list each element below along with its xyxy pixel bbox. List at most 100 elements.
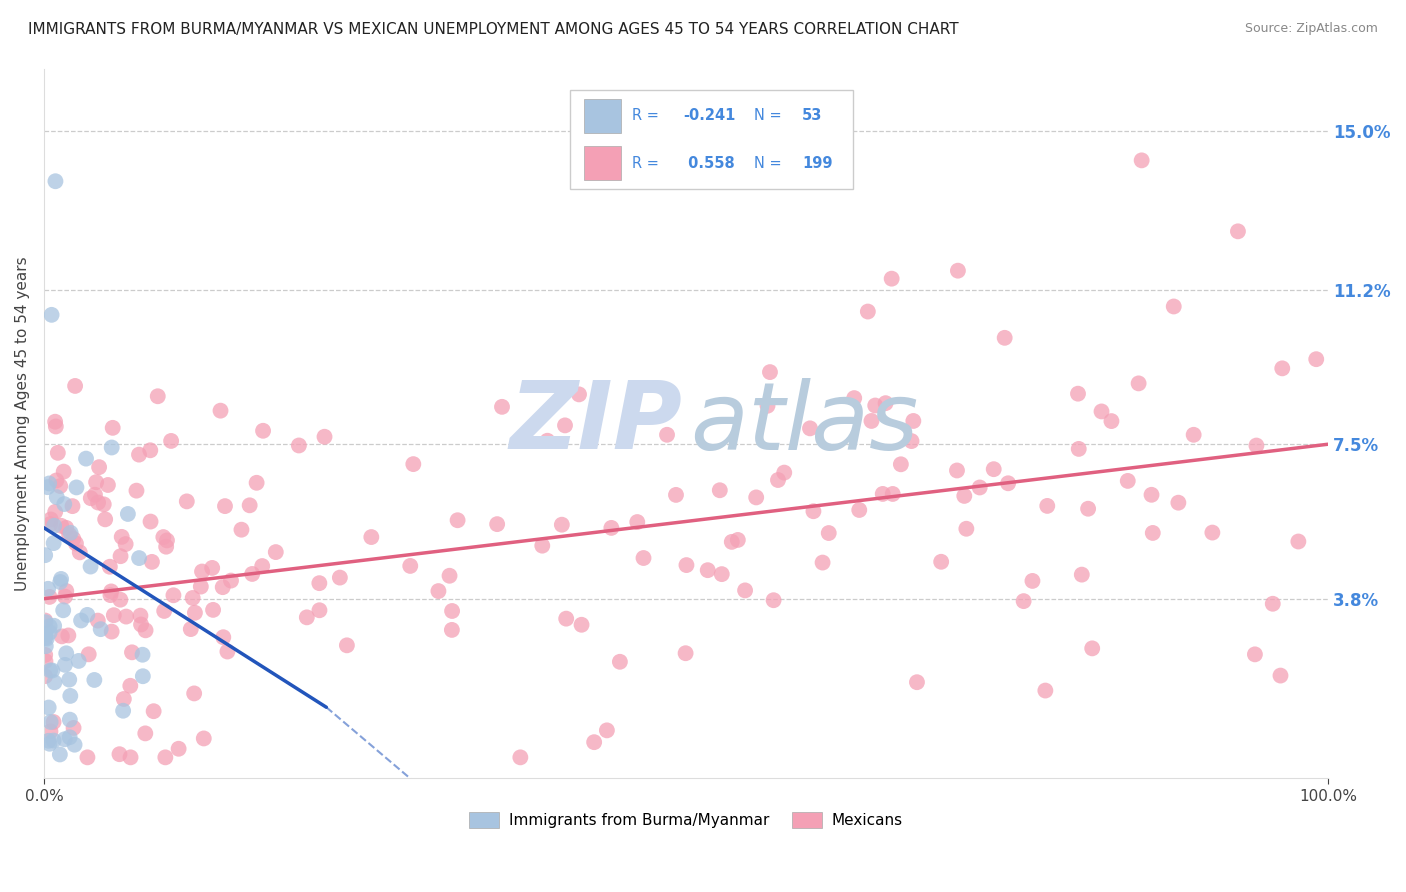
Point <box>946 463 969 477</box>
Point <box>288 438 311 452</box>
Point <box>70 614 93 628</box>
Point <box>46 446 69 460</box>
Point <box>1021 574 1043 588</box>
Point <box>42 714 65 729</box>
Point <box>1077 501 1099 516</box>
Point <box>44 174 66 188</box>
Point <box>103 608 125 623</box>
Point <box>336 638 359 652</box>
Point <box>1099 414 1122 428</box>
Point <box>38 476 60 491</box>
Point <box>39 724 62 739</box>
Point <box>34 648 56 662</box>
Point <box>231 523 253 537</box>
Point <box>162 588 184 602</box>
Point <box>129 608 152 623</box>
Point <box>844 391 866 405</box>
Point <box>180 622 202 636</box>
Point <box>34 654 56 668</box>
Point <box>583 735 606 749</box>
Point <box>53 497 76 511</box>
Point <box>882 487 904 501</box>
Point <box>53 590 76 604</box>
Point <box>217 644 239 658</box>
Point <box>863 399 886 413</box>
Point <box>905 675 928 690</box>
Point <box>212 630 235 644</box>
Point <box>94 512 117 526</box>
Point <box>59 525 82 540</box>
Point <box>509 750 531 764</box>
Point <box>399 558 422 573</box>
Point <box>142 704 165 718</box>
Point <box>440 623 463 637</box>
Point <box>38 590 60 604</box>
Point <box>675 646 697 660</box>
Point <box>329 571 352 585</box>
Point <box>44 505 66 519</box>
Point <box>111 530 134 544</box>
Point <box>209 403 232 417</box>
Point <box>67 654 90 668</box>
Text: IMMIGRANTS FROM BURMA/MYANMAR VS MEXICAN UNEMPLOYMENT AMONG AGES 45 TO 54 YEARS : IMMIGRANTS FROM BURMA/MYANMAR VS MEXICAN… <box>28 22 959 37</box>
Point <box>1081 641 1104 656</box>
Point <box>125 483 148 498</box>
Point <box>1128 376 1150 391</box>
Point <box>486 517 509 532</box>
Point <box>803 504 825 518</box>
Point <box>44 415 66 429</box>
Point <box>160 434 183 448</box>
Point <box>155 750 177 764</box>
Point <box>191 565 214 579</box>
Point <box>55 521 77 535</box>
Point <box>201 561 224 575</box>
Point <box>134 726 156 740</box>
Point <box>77 648 100 662</box>
Point <box>773 466 796 480</box>
Point <box>139 443 162 458</box>
Point <box>314 430 336 444</box>
Point <box>211 580 233 594</box>
Point <box>112 692 135 706</box>
Point <box>875 396 897 410</box>
Point <box>52 603 75 617</box>
Point <box>53 657 76 672</box>
Point <box>402 457 425 471</box>
Point <box>75 451 97 466</box>
Point <box>128 551 150 566</box>
Point <box>240 566 263 581</box>
Point <box>903 414 925 428</box>
Point <box>190 580 212 594</box>
Point <box>45 419 67 434</box>
Text: atlas: atlas <box>690 378 918 469</box>
Point <box>1090 404 1112 418</box>
Point <box>600 521 623 535</box>
Point <box>34 548 56 562</box>
Point <box>202 603 225 617</box>
Point <box>1036 499 1059 513</box>
Point <box>39 512 62 526</box>
Point <box>37 582 59 596</box>
Point <box>129 617 152 632</box>
Point <box>555 612 578 626</box>
Point <box>110 549 132 564</box>
Point <box>427 584 450 599</box>
Point <box>568 387 591 401</box>
Point <box>983 462 1005 476</box>
Point <box>98 559 121 574</box>
Point <box>720 534 742 549</box>
Legend: Immigrants from Burma/Myanmar, Mexicans: Immigrants from Burma/Myanmar, Mexicans <box>463 806 908 834</box>
Point <box>69 545 91 559</box>
Point <box>90 622 112 636</box>
Point <box>1070 567 1092 582</box>
Point <box>100 588 122 602</box>
Point <box>1067 442 1090 456</box>
Point <box>264 545 287 559</box>
Point <box>115 609 138 624</box>
Point <box>44 619 66 633</box>
Point <box>609 655 631 669</box>
Point <box>49 574 72 589</box>
Point <box>710 567 733 582</box>
Point <box>76 607 98 622</box>
Point <box>1261 597 1284 611</box>
